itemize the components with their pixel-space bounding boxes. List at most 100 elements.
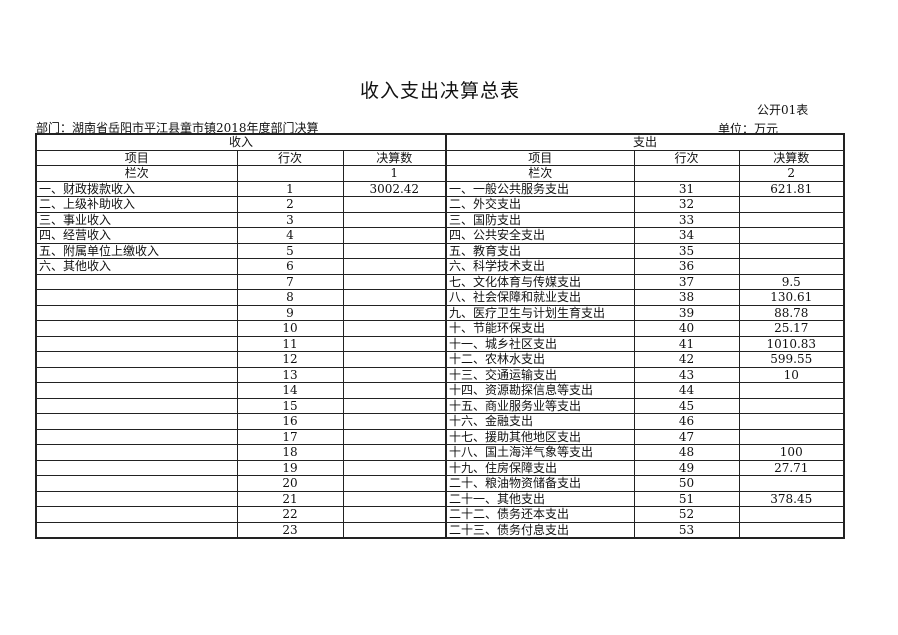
expense-amount-cell: 1010.83 bbox=[738, 335, 845, 352]
expense-amount-cell bbox=[738, 211, 845, 228]
income-amount-cell bbox=[342, 382, 447, 399]
income-line-cell: 10 bbox=[236, 320, 344, 337]
expense-item-cell: 十九、住房保障支出 bbox=[445, 459, 635, 476]
expense-amount-cell bbox=[738, 506, 845, 523]
page-title: 收入支出决算总表 bbox=[359, 80, 520, 102]
expense-amount-cell bbox=[738, 258, 845, 275]
income-amount-cell bbox=[342, 413, 447, 430]
income-column-blank bbox=[236, 165, 344, 182]
unit-label: 单位：万元 bbox=[718, 122, 779, 136]
income-item-cell bbox=[35, 351, 238, 368]
expense-amount-cell bbox=[738, 475, 845, 492]
income-amount-cell bbox=[342, 335, 447, 352]
income-item-cell bbox=[35, 304, 238, 321]
income-item-cell: 一、财政拨款收入 bbox=[35, 180, 238, 197]
income-item-cell: 六、其他收入 bbox=[35, 258, 238, 275]
income-item-cell bbox=[35, 289, 238, 306]
table-row: 15 十五、商业服务业等支出 45 bbox=[35, 397, 845, 414]
expense-line-cell: 41 bbox=[633, 335, 740, 352]
income-item-cell bbox=[35, 475, 238, 492]
expense-line-cell: 45 bbox=[633, 397, 740, 414]
income-line-cell: 20 bbox=[236, 475, 344, 492]
income-line-cell: 14 bbox=[236, 382, 344, 399]
income-item-cell bbox=[35, 366, 238, 383]
income-line-cell: 16 bbox=[236, 413, 344, 430]
income-amount-cell bbox=[342, 444, 447, 461]
income-amount-cell: 3002.42 bbox=[342, 180, 447, 197]
department-label: 部门：湖南省岳阳市平江县童市镇2018年度部门决算 bbox=[36, 121, 319, 135]
expense-amount-cell bbox=[738, 428, 845, 445]
expense-line-cell: 42 bbox=[633, 351, 740, 368]
income-line-cell: 11 bbox=[236, 335, 344, 352]
income-line-cell: 13 bbox=[236, 366, 344, 383]
table-row: 一、财政拨款收入 1 3002.42 一、一般公共服务支出 31 621.81 bbox=[35, 180, 845, 197]
expense-line-cell: 35 bbox=[633, 242, 740, 259]
income-amount-cell bbox=[342, 289, 447, 306]
expense-item-cell: 八、社会保障和就业支出 bbox=[445, 289, 635, 306]
expense-item-cell: 二十二、债务还本支出 bbox=[445, 506, 635, 523]
expense-line-cell: 52 bbox=[633, 506, 740, 523]
expense-column-label: 栏次 bbox=[445, 165, 635, 182]
income-line-cell: 19 bbox=[236, 459, 344, 476]
expense-amount-cell bbox=[738, 242, 845, 259]
income-line-cell: 1 bbox=[236, 180, 344, 197]
expense-line-cell: 36 bbox=[633, 258, 740, 275]
table-row: 17 十七、援助其他地区支出 47 bbox=[35, 428, 845, 445]
table-row: 23 二十三、债务付息支出 53 bbox=[35, 521, 845, 539]
income-line-cell: 12 bbox=[236, 351, 344, 368]
expense-line-cell: 51 bbox=[633, 490, 740, 507]
table-row: 13 十三、交通运输支出 43 10 bbox=[35, 366, 845, 383]
table-row: 16 十六、金融支出 46 bbox=[35, 413, 845, 430]
income-line-cell: 8 bbox=[236, 289, 344, 306]
table-row: 11 十一、城乡社区支出 41 1010.83 bbox=[35, 335, 845, 352]
income-line-cell: 21 bbox=[236, 490, 344, 507]
income-line-cell: 17 bbox=[236, 428, 344, 445]
expense-line-cell: 46 bbox=[633, 413, 740, 430]
income-amount-cell bbox=[342, 490, 447, 507]
expense-amount-cell bbox=[738, 413, 845, 430]
income-line-cell: 2 bbox=[236, 196, 344, 213]
table-row: 8 八、社会保障和就业支出 38 130.61 bbox=[35, 289, 845, 306]
income-amount-cell bbox=[342, 521, 447, 539]
income-line-cell: 3 bbox=[236, 211, 344, 228]
expense-item-cell: 三、国防支出 bbox=[445, 211, 635, 228]
form-code: 公开01表 bbox=[757, 103, 809, 117]
income-line-cell: 7 bbox=[236, 273, 344, 290]
income-amount-cell bbox=[342, 273, 447, 290]
income-item-cell bbox=[35, 428, 238, 445]
income-header-item: 项目 bbox=[35, 149, 238, 166]
expense-line-cell: 37 bbox=[633, 273, 740, 290]
income-amount-cell bbox=[342, 227, 447, 244]
income-amount-cell bbox=[342, 320, 447, 337]
income-amount-cell bbox=[342, 211, 447, 228]
income-amount-cell bbox=[342, 304, 447, 321]
table-row: 10 十、节能环保支出 40 25.17 bbox=[35, 320, 845, 337]
income-amount-cell bbox=[342, 459, 447, 476]
income-item-cell: 二、上级补助收入 bbox=[35, 196, 238, 213]
expense-item-cell: 十八、国土海洋气象等支出 bbox=[445, 444, 635, 461]
expense-item-cell: 十、节能环保支出 bbox=[445, 320, 635, 337]
expense-item-cell: 二、外交支出 bbox=[445, 196, 635, 213]
income-item-cell bbox=[35, 335, 238, 352]
expense-line-cell: 40 bbox=[633, 320, 740, 337]
income-column-label: 栏次 bbox=[35, 165, 238, 182]
section-header-row: 收入 支出 bbox=[35, 133, 845, 151]
income-line-cell: 4 bbox=[236, 227, 344, 244]
expense-line-cell: 49 bbox=[633, 459, 740, 476]
expense-item-cell: 十四、资源勘探信息等支出 bbox=[445, 382, 635, 399]
income-item-cell: 三、事业收入 bbox=[35, 211, 238, 228]
expense-item-cell: 十六、金融支出 bbox=[445, 413, 635, 430]
income-section-header: 收入 bbox=[35, 133, 447, 151]
expense-line-cell: 47 bbox=[633, 428, 740, 445]
income-amount-cell bbox=[342, 428, 447, 445]
table-row: 六、其他收入 6 六、科学技术支出 36 bbox=[35, 258, 845, 275]
expense-column-blank bbox=[633, 165, 740, 182]
expense-item-cell: 十七、援助其他地区支出 bbox=[445, 428, 635, 445]
expense-item-cell: 七、文化体育与传媒支出 bbox=[445, 273, 635, 290]
expense-item-cell: 四、公共安全支出 bbox=[445, 227, 635, 244]
table-row: 20 二十、粮油物资储备支出 50 bbox=[35, 475, 845, 492]
expense-column-number: 2 bbox=[738, 165, 845, 182]
expense-amount-cell: 10 bbox=[738, 366, 845, 383]
table-row: 二、上级补助收入 2 二、外交支出 32 bbox=[35, 196, 845, 213]
expense-item-cell: 二十三、债务付息支出 bbox=[445, 521, 635, 539]
